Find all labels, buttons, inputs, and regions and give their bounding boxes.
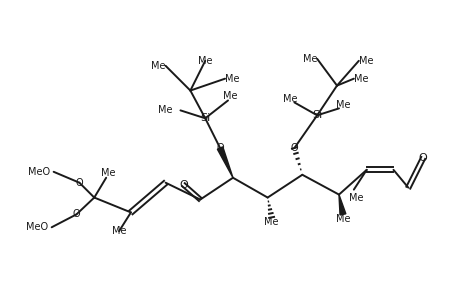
Text: MeO: MeO [26,222,48,232]
Text: MeO: MeO [28,167,50,177]
Text: O: O [75,178,83,188]
Text: Si: Si [311,110,322,120]
Text: Me: Me [222,91,237,100]
Text: O: O [216,143,224,153]
Polygon shape [217,147,232,178]
Text: Me: Me [197,56,212,66]
Polygon shape [338,195,345,215]
Text: Me: Me [302,54,317,64]
Text: O: O [418,153,426,163]
Text: Si: Si [200,113,210,123]
Text: Me: Me [151,61,165,71]
Text: Me: Me [353,74,368,84]
Text: O: O [73,209,80,219]
Text: Me: Me [335,100,349,110]
Text: Me: Me [264,217,278,227]
Text: Me: Me [158,105,172,116]
Text: Me: Me [358,56,373,66]
Text: Me: Me [335,214,349,224]
Text: Me: Me [348,193,362,202]
Text: O: O [179,180,187,190]
Text: Me: Me [224,74,239,84]
Text: Me: Me [112,226,126,236]
Text: Me: Me [101,168,115,178]
Text: Me: Me [283,94,297,104]
Text: O: O [290,143,297,153]
